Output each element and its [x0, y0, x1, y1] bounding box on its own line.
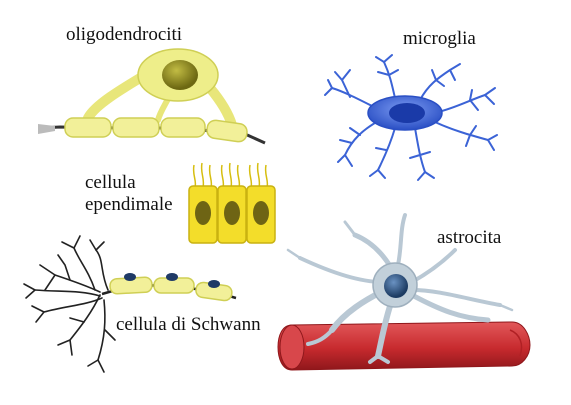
- oligodendrocyte-process-left: [83, 70, 150, 123]
- microglia-process: [377, 127, 396, 171]
- microglia-branch: [375, 54, 399, 76]
- neuron-dendrites: [23, 235, 116, 373]
- schwann-nucleus: [124, 273, 136, 281]
- astrocyte-nucleus: [384, 274, 408, 298]
- ependymal-cells: [188, 162, 276, 244]
- label-microglia: microglia: [403, 28, 476, 49]
- microglia-branch: [465, 125, 498, 151]
- schwann-cell: [23, 235, 237, 373]
- myelin-segment: [206, 119, 248, 143]
- myelin-segment: [160, 117, 206, 138]
- microglia-branch: [334, 69, 351, 98]
- axon-stump: [38, 124, 55, 134]
- microglia-process: [434, 121, 489, 141]
- myelin-segment: [112, 117, 160, 138]
- schwann-nucleus: [208, 280, 220, 288]
- ependymal-nucleus: [253, 201, 269, 225]
- ependymal-cilia: [192, 162, 269, 189]
- label-ependymal-line2: ependimale: [85, 194, 173, 215]
- schwann-nucleus: [166, 273, 178, 281]
- microglia-branch: [431, 63, 461, 87]
- microglia-process: [419, 69, 451, 101]
- microglia-branch: [337, 127, 361, 167]
- oligodendrocyte-process-right: [205, 83, 237, 130]
- label-astrocyte: astrocita: [437, 227, 502, 248]
- microglia-branch: [369, 147, 387, 179]
- ependymal-nucleus: [224, 201, 240, 225]
- label-oligodendrocytes: oligodendrociti: [66, 24, 183, 45]
- myelin-segment: [64, 117, 112, 138]
- label-ependymal-line1: cellula: [85, 172, 136, 193]
- microglia-process: [344, 119, 381, 156]
- microglia-process: [383, 61, 396, 99]
- microglia-branch: [409, 151, 435, 181]
- blood-vessel: [277, 321, 531, 371]
- oligodendrocyte: [38, 48, 266, 145]
- microglia: [324, 54, 498, 181]
- microglia-process: [414, 127, 426, 173]
- microglia-nucleus: [389, 103, 425, 123]
- label-schwann-cell: cellula di Schwann: [116, 314, 261, 335]
- microglia-branch: [469, 87, 496, 111]
- astrocyte: [277, 213, 531, 371]
- oligodendrocyte-nucleus: [162, 60, 198, 90]
- label-ependymal-cell: cellula ependimale: [85, 172, 195, 216]
- ependymal-nucleus: [195, 201, 211, 225]
- microglia-branch: [324, 79, 333, 96]
